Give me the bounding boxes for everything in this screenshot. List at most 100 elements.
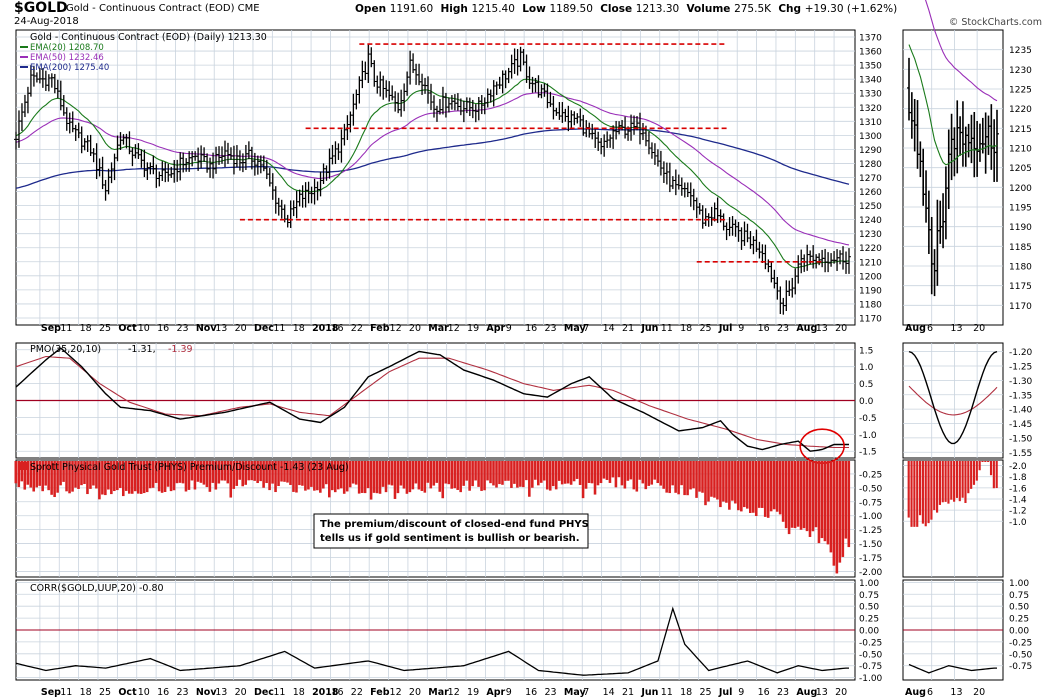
- inset-premium-discount-bar: [984, 461, 987, 462]
- premium-discount-bar: [375, 461, 379, 494]
- x-tick-label: Aug: [796, 687, 817, 698]
- premium-discount-bar: [366, 461, 370, 489]
- premium-discount-bar: [250, 461, 253, 481]
- chg-value: +19.30 (+1.62%): [804, 3, 898, 15]
- x-tick-label: Feb: [370, 323, 390, 334]
- inset-panel-frame: [902, 29, 1004, 326]
- premium-discount-bar: [241, 461, 244, 487]
- premium-discount-bar: [184, 461, 188, 492]
- y-tick-label: 1340: [859, 76, 882, 86]
- premium-discount-bar: [402, 461, 406, 489]
- premium-discount-bar: [557, 461, 561, 481]
- premium-discount-bar: [537, 461, 540, 486]
- inset-y-tick-label: -1.25: [1009, 363, 1032, 373]
- premium-discount-bar: [110, 461, 113, 495]
- premium-discount-bar: [680, 461, 683, 486]
- premium-discount-bar: [372, 461, 376, 493]
- premium-discount-bar: [390, 461, 394, 486]
- premium-discount-bar: [217, 461, 221, 484]
- premium-discount-bar: [811, 461, 815, 532]
- premium-discount-bar: [354, 461, 358, 485]
- premium-discount-bar: [124, 461, 128, 491]
- y-tick-label: 1310: [859, 118, 882, 128]
- premium-discount-bar: [244, 461, 247, 485]
- premium-discount-bar: [501, 461, 504, 485]
- premium-discount-bar: [360, 461, 364, 493]
- premium-discount-bar: [641, 461, 645, 484]
- inset-y-tick-label: 1170: [1009, 302, 1032, 312]
- premium-discount-bar: [695, 461, 698, 498]
- y-tick-label: -2.00: [859, 568, 883, 578]
- premium-discount-bar: [23, 461, 27, 490]
- inset-premium-discount-bar: [992, 461, 995, 489]
- premium-discount-bar: [56, 461, 59, 493]
- premium-discount-bar: [534, 461, 537, 480]
- volume-value: 275.5K: [734, 3, 772, 15]
- premium-discount-bar: [417, 461, 421, 490]
- premium-discount-bar: [65, 461, 68, 492]
- x-tick-label: 11: [661, 687, 673, 698]
- x-tick-label: 9: [506, 323, 512, 334]
- premium-discount-bar: [89, 461, 92, 489]
- inset-premium-discount-bar: [989, 461, 993, 476]
- premium-discount-bar: [522, 461, 525, 488]
- premium-discount-bar: [713, 461, 716, 498]
- premium-discount-bar: [325, 461, 328, 485]
- y-tick-label: -1.0: [859, 431, 877, 441]
- premium-discount-bar: [635, 461, 639, 492]
- premium-discount-bar: [647, 461, 651, 486]
- premium-discount-bar: [575, 461, 579, 479]
- premium-discount-bar: [423, 461, 427, 493]
- premium-discount-bar: [453, 461, 456, 489]
- chart-date: 24-Aug-2018: [14, 16, 79, 27]
- x-tick-label: 13: [215, 323, 227, 334]
- premium-discount-bar: [668, 461, 671, 494]
- x-tick-label: 20: [835, 323, 847, 334]
- premium-discount-bar: [98, 461, 101, 500]
- low-label: Low: [522, 3, 546, 15]
- premium-discount-bar: [438, 461, 442, 492]
- premium-discount-bar: [310, 461, 313, 487]
- legend-entry: EMA(20) 1208.70: [30, 43, 104, 53]
- premium-discount-bar: [316, 461, 319, 491]
- premium-discount-bar: [38, 461, 41, 486]
- premium-discount-bar: [330, 461, 334, 491]
- stockcharts-credit: © StockCharts.com: [948, 17, 1042, 28]
- inset-y-tick-label: 1185: [1009, 243, 1032, 253]
- premium-discount-bar: [728, 461, 731, 510]
- inset-premium-discount-bar: [941, 461, 944, 503]
- inset-x-tick-label: Aug: [905, 687, 926, 698]
- inset-y-tick-label: 1230: [1009, 66, 1032, 76]
- premium-discount-bar: [289, 461, 292, 485]
- close-label: Close: [600, 3, 633, 15]
- inset-premium-discount-bar: [944, 461, 947, 502]
- premium-discount-bar: [757, 461, 761, 508]
- premium-discount-bar: [405, 461, 409, 494]
- inset-y-tick-label: 1220: [1009, 105, 1032, 115]
- premium-discount-bar: [121, 461, 125, 497]
- premium-discount-bar: [841, 461, 845, 557]
- premium-discount-bar: [599, 461, 603, 484]
- x-tick-label: 10: [138, 323, 150, 334]
- premium-discount-bar: [725, 461, 728, 503]
- premium-discount-bar: [781, 461, 785, 522]
- high-label: High: [440, 3, 468, 15]
- premium-discount-bar: [486, 461, 489, 481]
- inset-y-tick-label: -2.0: [1009, 462, 1027, 472]
- premium-discount-bar: [178, 461, 182, 483]
- premium-discount-bar: [322, 461, 325, 489]
- x-tick-label: 10: [138, 687, 150, 698]
- x-tick-label: 2018: [312, 323, 339, 334]
- y-tick-label: 1200: [859, 272, 882, 282]
- premium-discount-bar: [513, 461, 516, 484]
- premium-discount-bar: [116, 461, 119, 491]
- open-value: 1191.60: [389, 3, 434, 15]
- premium-discount-bar: [844, 461, 848, 539]
- premium-discount-bar: [220, 461, 224, 481]
- premium-discount-bar: [731, 461, 734, 501]
- premium-discount-bar: [740, 461, 743, 512]
- premium-discount-bar: [638, 461, 642, 480]
- y-tick-label: 1330: [859, 90, 882, 100]
- x-tick-label: Jun: [640, 323, 658, 334]
- premium-discount-bar: [716, 461, 719, 500]
